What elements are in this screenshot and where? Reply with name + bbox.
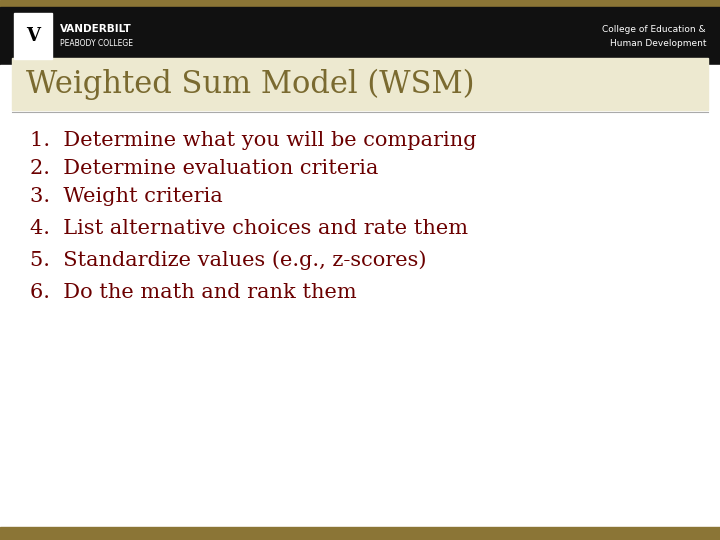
Bar <box>12 58 708 110</box>
Text: 6.  Do the math and rank them: 6. Do the math and rank them <box>30 282 356 301</box>
Text: Human Development: Human Development <box>610 38 706 48</box>
Bar <box>0 65 720 79</box>
Bar <box>0 527 720 540</box>
Bar <box>14 13 52 59</box>
Text: 1.  Determine what you will be comparing: 1. Determine what you will be comparing <box>30 131 477 150</box>
Bar <box>0 0 720 7</box>
Text: PEABODY COLLEGE: PEABODY COLLEGE <box>60 38 133 48</box>
Text: Weighted Sum Model (WSM): Weighted Sum Model (WSM) <box>26 69 474 99</box>
Text: 4.  List alternative choices and rate them: 4. List alternative choices and rate the… <box>30 219 468 238</box>
Text: College of Education &: College of Education & <box>603 24 706 33</box>
Bar <box>0 7 720 65</box>
Text: VANDERBILT: VANDERBILT <box>60 24 132 34</box>
Text: 5.  Standardize values (e.g., z-scores): 5. Standardize values (e.g., z-scores) <box>30 250 426 270</box>
Text: 2.  Determine evaluation criteria: 2. Determine evaluation criteria <box>30 159 379 178</box>
Text: 3.  Weight criteria: 3. Weight criteria <box>30 186 222 206</box>
Text: V: V <box>26 27 40 45</box>
